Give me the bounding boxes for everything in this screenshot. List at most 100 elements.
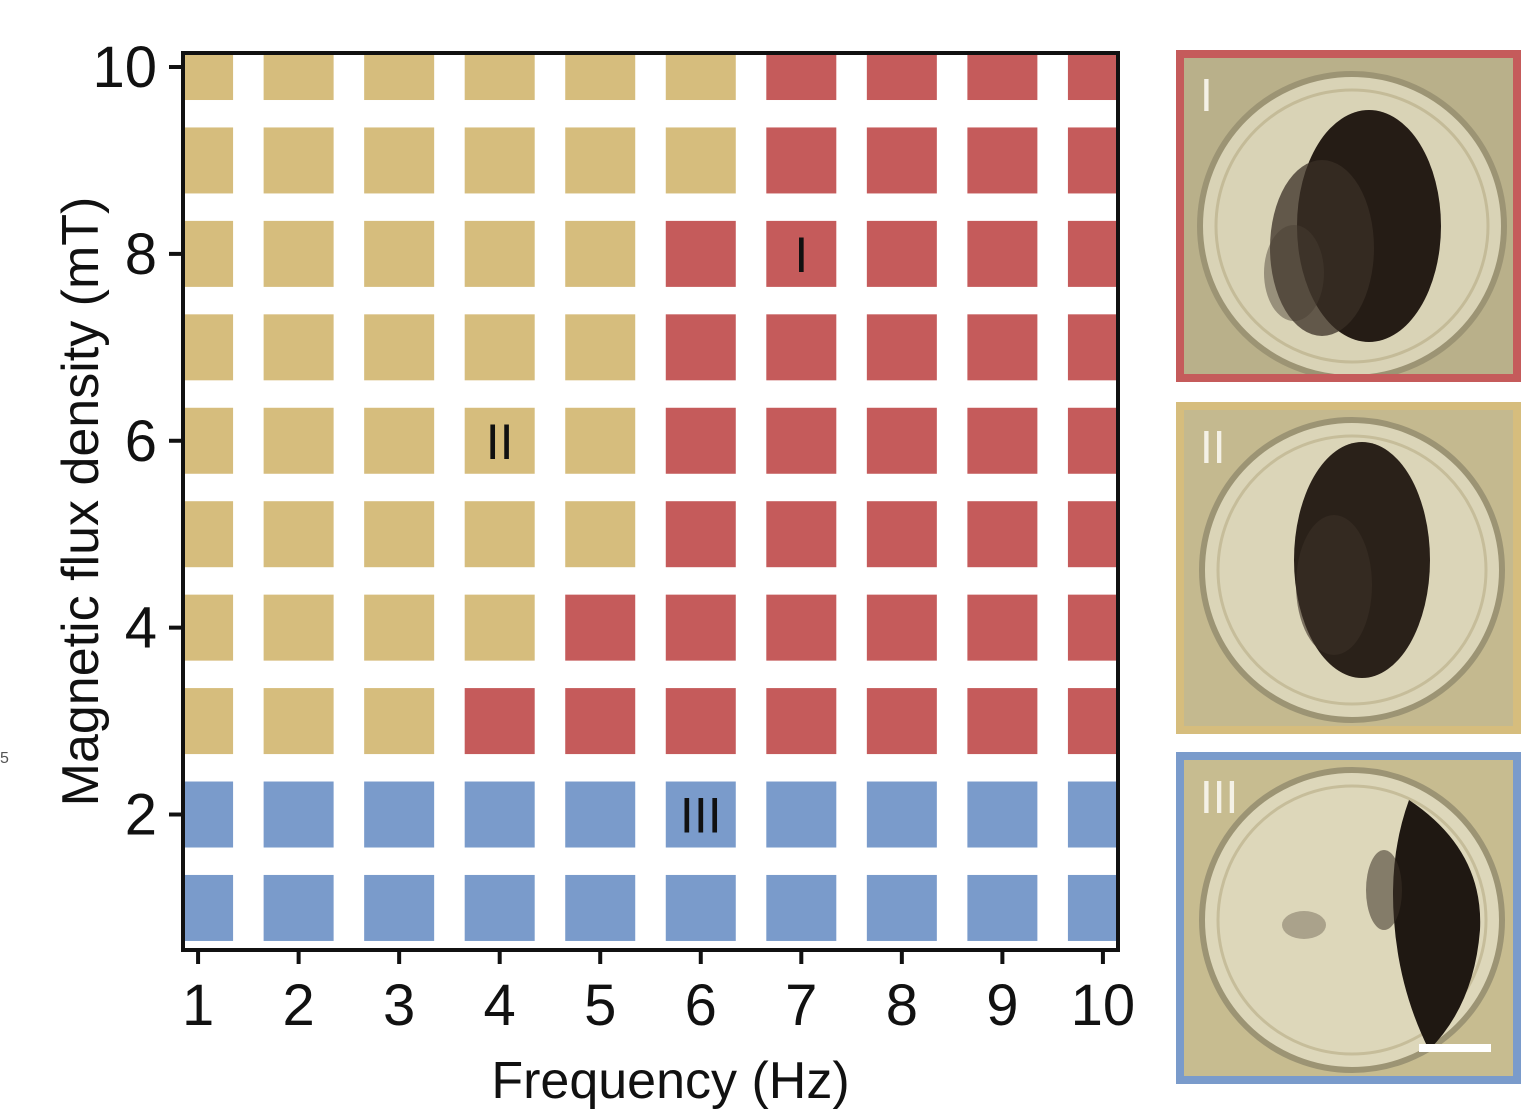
cell-f8-b9-region-I <box>866 127 937 194</box>
y-tick-label-8: 8 <box>125 222 157 287</box>
photo-panel-I: I <box>1176 50 1521 382</box>
petri-dish-photo-I <box>1184 58 1513 374</box>
panel-label-II: II <box>1200 421 1226 473</box>
cell-f3-b4-region-II <box>364 594 435 661</box>
cell-f10-b8-region-I <box>1067 220 1118 287</box>
cell-f10-b5-region-I <box>1067 501 1118 568</box>
cell-f6-b6-region-I <box>665 407 736 474</box>
cell-f9-b8-region-I <box>967 220 1038 287</box>
cell-f7-b10-region-I <box>766 53 837 101</box>
cell-f3-b10-region-II <box>364 53 435 101</box>
heatmap-cells <box>183 53 1118 941</box>
cell-f3-b7-region-II <box>364 314 435 381</box>
cell-f10-b2-region-III <box>1067 781 1118 848</box>
cell-f10-b1-region-III <box>1067 874 1118 941</box>
photo-panel-III: III <box>1176 752 1521 1084</box>
cell-f9-b9-region-I <box>967 127 1038 194</box>
plot-frame <box>181 51 1120 952</box>
x-axis-title: Frequency (Hz) <box>491 1052 849 1110</box>
x-tick-label-7: 7 <box>785 973 817 1038</box>
cell-f8-b7-region-I <box>866 314 937 381</box>
cell-f6-b10-region-II <box>665 53 736 101</box>
cell-f9-b7-region-I <box>967 314 1038 381</box>
cell-f9-b5-region-I <box>967 501 1038 568</box>
cell-f3-b2-region-III <box>364 781 435 848</box>
x-tick-label-4: 4 <box>484 973 516 1038</box>
cell-f10-b4-region-I <box>1067 594 1118 661</box>
cell-f9-b6-region-I <box>967 407 1038 474</box>
cell-f2-b1-region-III <box>263 874 334 941</box>
cell-f4-b6-region-II <box>464 407 535 474</box>
cell-f7-b6-region-I <box>766 407 837 474</box>
cell-f3-b6-region-II <box>364 407 435 474</box>
cell-f7-b9-region-I <box>766 127 837 194</box>
cell-f2-b4-region-II <box>263 594 334 661</box>
cell-f5-b1-region-III <box>565 874 636 941</box>
cell-f4-b5-region-II <box>464 501 535 568</box>
cell-f8-b2-region-III <box>866 781 937 848</box>
cell-f3-b9-region-II <box>364 127 435 194</box>
cell-f4-b7-region-II <box>464 314 535 381</box>
cell-f10-b9-region-I <box>1067 127 1118 194</box>
edge-mark: 5 <box>0 750 9 767</box>
photo-panel-II: II <box>1176 402 1521 734</box>
panel-label-I: I <box>1200 69 1213 121</box>
cell-f1-b3-region-II <box>183 688 234 755</box>
cell-f7-b5-region-I <box>766 501 837 568</box>
cell-f4-b2-region-III <box>464 781 535 848</box>
cell-f8-b6-region-I <box>866 407 937 474</box>
cell-f9-b1-region-III <box>967 874 1038 941</box>
cell-f1-b1-region-III <box>183 874 234 941</box>
scale-bar <box>1419 1044 1491 1052</box>
y-tick-label-4: 4 <box>125 596 157 661</box>
cell-f8-b4-region-I <box>866 594 937 661</box>
cell-f4-b9-region-II <box>464 127 535 194</box>
cell-f5-b6-region-II <box>565 407 636 474</box>
cell-f5-b2-region-III <box>565 781 636 848</box>
x-tick-label-2: 2 <box>282 973 314 1038</box>
cell-f4-b4-region-II <box>464 594 535 661</box>
cell-f2-b9-region-II <box>263 127 334 194</box>
y-tick-label-2: 2 <box>125 783 157 848</box>
y-tick-label-6: 6 <box>125 409 157 474</box>
petri-dish-photo-II <box>1184 410 1513 726</box>
cell-f8-b1-region-III <box>866 874 937 941</box>
cell-f8-b8-region-I <box>866 220 937 287</box>
cell-f3-b5-region-II <box>364 501 435 568</box>
cell-f1-b2-region-III <box>183 781 234 848</box>
cell-f7-b4-region-I <box>766 594 837 661</box>
panel-label-III: III <box>1200 771 1239 823</box>
cell-f4-b10-region-II <box>464 53 535 101</box>
cell-f5-b8-region-II <box>565 220 636 287</box>
cell-f2-b5-region-II <box>263 501 334 568</box>
cell-f8-b5-region-I <box>866 501 937 568</box>
cell-f1-b10-region-II <box>183 53 234 101</box>
cell-f7-b1-region-III <box>766 874 837 941</box>
cell-f4-b8-region-II <box>464 220 535 287</box>
x-tick-label-5: 5 <box>584 973 616 1038</box>
cell-f5-b4-region-I <box>565 594 636 661</box>
cell-f2-b3-region-II <box>263 688 334 755</box>
x-tick-label-3: 3 <box>383 973 415 1038</box>
y-axis-ticks: 2 4 6 8 10 <box>92 35 183 848</box>
x-tick-label-6: 6 <box>685 973 717 1038</box>
cell-f9-b10-region-I <box>967 53 1038 101</box>
cell-f6-b3-region-I <box>665 688 736 755</box>
cell-f4-b3-region-I <box>464 688 535 755</box>
x-tick-label-1: 1 <box>182 973 214 1038</box>
cell-f5-b9-region-II <box>565 127 636 194</box>
region-label-III: III <box>680 788 722 844</box>
cell-f6-b1-region-III <box>665 874 736 941</box>
cell-f1-b7-region-II <box>183 314 234 381</box>
cell-f1-b9-region-II <box>183 127 234 194</box>
cell-f6-b2-region-III <box>665 781 736 848</box>
cell-f6-b8-region-I <box>665 220 736 287</box>
cell-f9-b4-region-I <box>967 594 1038 661</box>
cell-f10-b6-region-I <box>1067 407 1118 474</box>
cell-f10-b10-region-I <box>1067 53 1118 101</box>
cell-f7-b3-region-I <box>766 688 837 755</box>
cell-f3-b1-region-III <box>364 874 435 941</box>
cell-f1-b5-region-II <box>183 501 234 568</box>
cell-f9-b2-region-III <box>967 781 1038 848</box>
cell-f7-b7-region-I <box>766 314 837 381</box>
